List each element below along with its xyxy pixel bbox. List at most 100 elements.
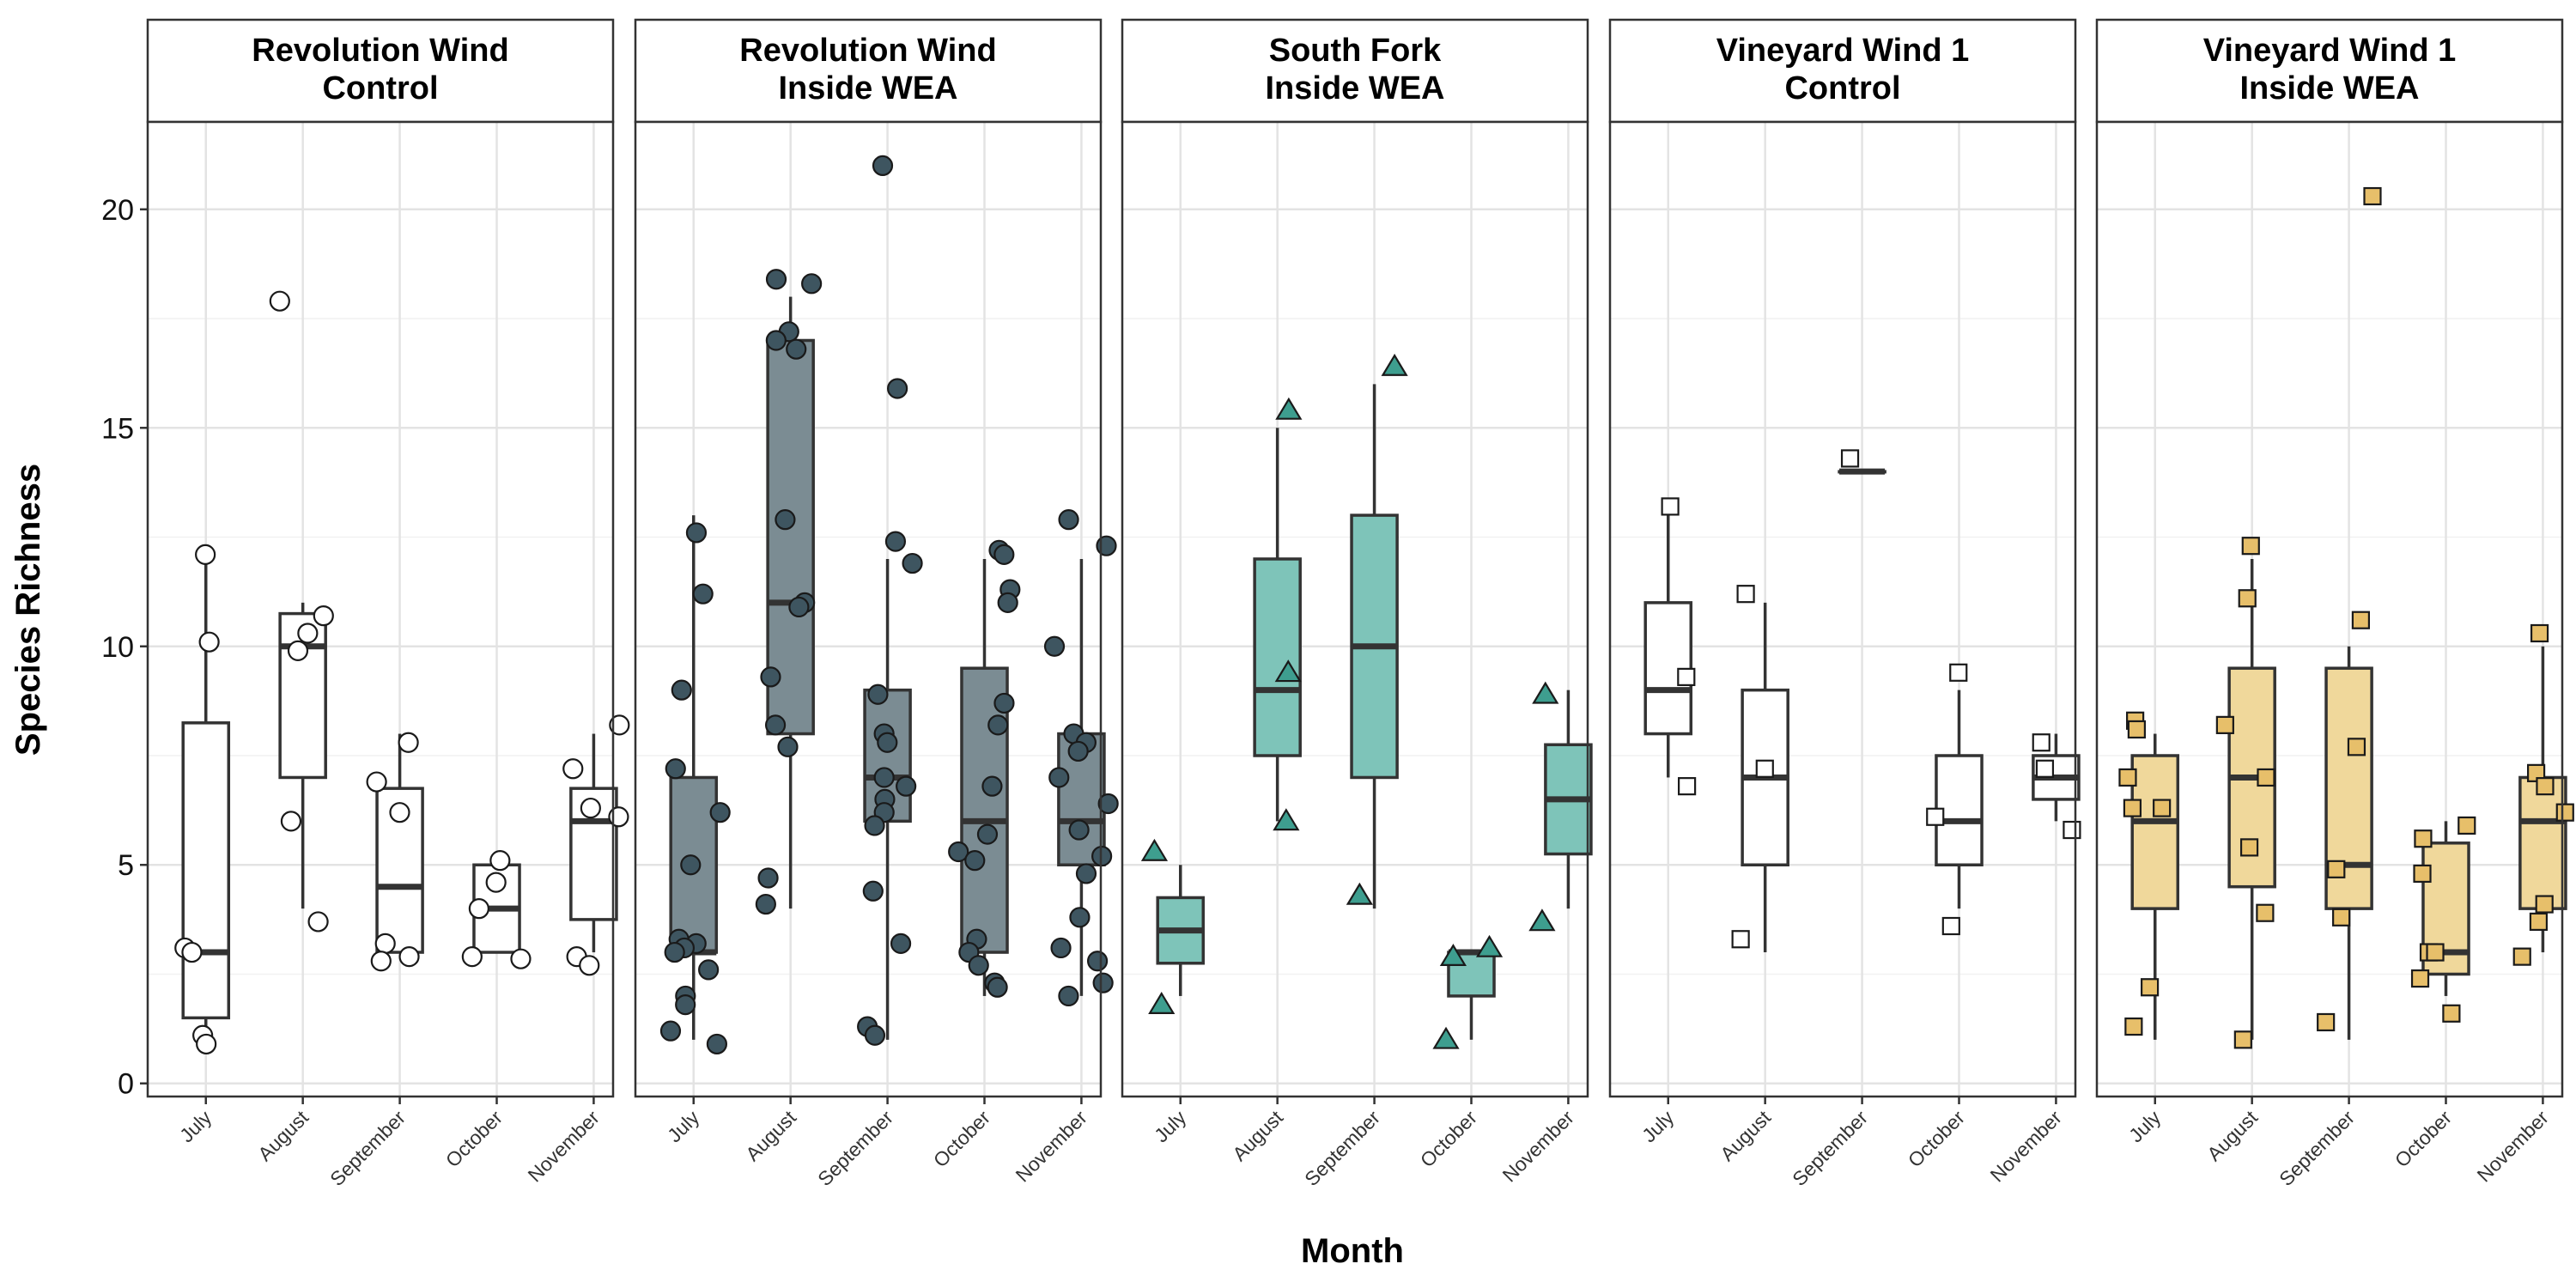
panel-title: Revolution Wind <box>739 33 996 69</box>
data-point <box>2127 720 2146 739</box>
data-point <box>896 775 917 797</box>
data-point <box>181 941 203 963</box>
data-point <box>510 948 532 969</box>
data-point <box>864 1024 886 1046</box>
data-point <box>997 592 1018 613</box>
box-august <box>1253 428 1302 822</box>
data-point <box>2327 860 2346 878</box>
data-point <box>1148 991 1176 1014</box>
data-point <box>1275 397 1303 420</box>
panel-border <box>2095 120 2564 1098</box>
y-tick-label: 0 <box>118 1068 134 1101</box>
box-july <box>2130 733 2180 1040</box>
box-august <box>278 602 327 909</box>
data-point <box>2317 1012 2336 1032</box>
data-point <box>801 273 823 295</box>
box-july <box>1643 515 1693 778</box>
data-point <box>2257 768 2275 787</box>
data-point <box>675 994 696 1016</box>
data-point <box>1058 985 1079 1007</box>
data-point <box>2414 829 2433 848</box>
y-tick-label: 20 <box>101 194 134 227</box>
panel-title: Inside WEA <box>1265 70 1444 106</box>
data-point <box>2529 912 2549 932</box>
data-point <box>1086 951 1109 972</box>
box-body <box>1253 557 1302 757</box>
data-point <box>2413 864 2432 884</box>
data-point <box>287 640 309 661</box>
data-point <box>1273 808 1300 831</box>
data-point <box>1661 497 1680 516</box>
data-point <box>1092 972 1114 993</box>
panel-title: Vineyard Wind 1 <box>2203 33 2457 69</box>
data-point <box>698 959 720 981</box>
data-point <box>2241 537 2260 556</box>
data-point <box>2124 1017 2143 1036</box>
data-point <box>562 758 584 780</box>
data-point <box>1528 908 1556 932</box>
y-tick-label: 15 <box>101 412 134 445</box>
panel-border <box>1608 120 2077 1098</box>
y-tick-label: 5 <box>118 849 134 882</box>
data-point <box>788 596 810 618</box>
panel-border <box>634 120 1103 1098</box>
data-point <box>1926 807 1945 826</box>
data-point <box>1068 819 1090 841</box>
data-point <box>2458 816 2476 835</box>
data-point <box>2410 969 2430 988</box>
x-tick-label: September <box>2275 1106 2359 1190</box>
x-tick-label: October <box>929 1106 994 1171</box>
data-point <box>2140 978 2160 997</box>
data-point <box>2063 820 2081 840</box>
x-tick-label: July <box>2124 1106 2166 1147</box>
data-point <box>777 736 799 757</box>
panel-title: Revolution Wind <box>252 33 508 69</box>
box-september <box>1350 384 1399 909</box>
panel-title: Inside WEA <box>778 70 957 106</box>
data-point <box>2332 908 2351 927</box>
data-point <box>307 911 329 933</box>
data-point <box>981 775 1003 797</box>
x-tick-label: October <box>1904 1106 1969 1171</box>
box-september <box>1838 468 1886 475</box>
x-axis-title: Month <box>1301 1232 1404 1270</box>
x-tick-label: November <box>1986 1106 2067 1187</box>
data-point <box>389 802 410 823</box>
data-point <box>692 583 714 605</box>
panel-border <box>1121 120 1589 1098</box>
data-point <box>680 854 702 876</box>
data-point <box>757 867 779 889</box>
data-point <box>1048 767 1070 788</box>
data-point <box>1067 740 1089 762</box>
data-point <box>398 946 420 968</box>
data-point <box>706 1033 727 1055</box>
x-tick-label: July <box>175 1106 216 1147</box>
data-point <box>1050 937 1072 959</box>
data-point <box>366 771 387 793</box>
box-body <box>960 666 1009 954</box>
box-july <box>1156 865 1206 996</box>
data-point <box>2032 733 2050 752</box>
data-point <box>1274 659 1302 683</box>
x-tick-label: September <box>813 1106 897 1190</box>
data-point <box>765 269 787 290</box>
data-point <box>468 898 489 920</box>
data-point <box>195 544 216 565</box>
data-point <box>948 841 969 863</box>
data-point <box>2363 186 2382 206</box>
data-point <box>964 850 986 872</box>
data-point <box>579 955 600 976</box>
data-point <box>2215 715 2234 734</box>
data-point <box>313 605 334 627</box>
data-point <box>884 531 907 552</box>
x-tick-label: August <box>253 1106 313 1165</box>
data-point <box>2536 777 2555 796</box>
data-point <box>1140 838 1169 861</box>
panel-strip <box>2095 18 2564 124</box>
data-point <box>1069 907 1091 928</box>
data-point <box>1346 882 1373 905</box>
